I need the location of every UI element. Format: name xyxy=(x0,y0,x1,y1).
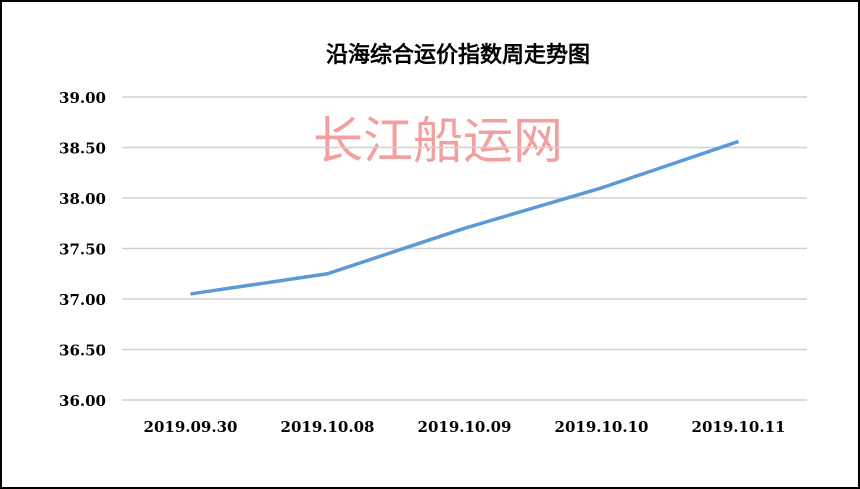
x-tick-label: 2019.10.10 xyxy=(555,418,649,436)
y-tick-label: 37.00 xyxy=(59,291,106,309)
y-tick-label: 36.50 xyxy=(59,342,106,360)
y-tick-label: 38.00 xyxy=(59,190,106,208)
watermark: 长江船运网 xyxy=(313,112,563,170)
y-tick-label: 39.00 xyxy=(59,89,106,107)
y-tick-label: 37.50 xyxy=(59,241,106,259)
x-tick-label: 2019.09.30 xyxy=(144,418,238,436)
chart-title: 沿海综合运价指数周走势图 xyxy=(326,42,590,68)
x-tick-label: 2019.10.08 xyxy=(281,418,375,436)
x-tick-label: 2019.10.09 xyxy=(418,418,512,436)
y-tick-label: 36.00 xyxy=(59,392,106,410)
x-tick-label: 2019.10.11 xyxy=(692,418,786,436)
y-tick-label: 38.50 xyxy=(59,140,106,158)
